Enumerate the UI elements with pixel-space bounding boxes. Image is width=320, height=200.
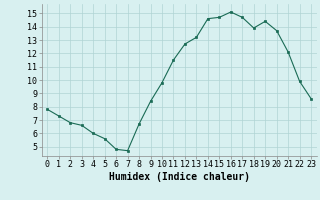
X-axis label: Humidex (Indice chaleur): Humidex (Indice chaleur) bbox=[109, 172, 250, 182]
